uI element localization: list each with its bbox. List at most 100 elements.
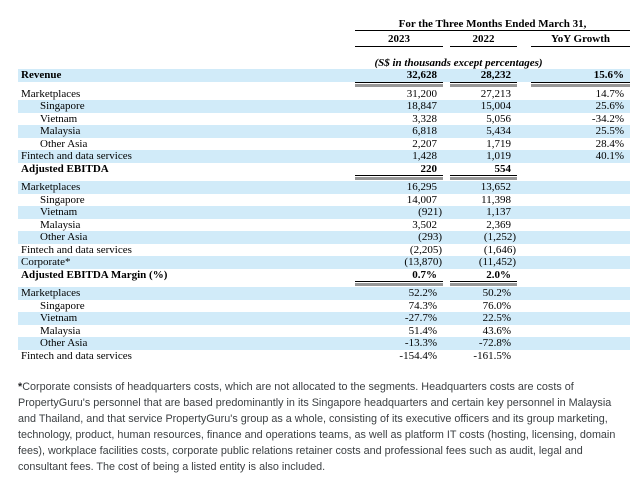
value-2022: 15,004 <box>443 100 517 113</box>
value-2022: (1,646) <box>483 243 516 256</box>
table-row: Other Asia 2,207 1,719 28.4% <box>18 138 630 151</box>
value-yoy: 14.7% <box>595 87 624 100</box>
double-underline <box>531 81 630 88</box>
value-2023: 220 <box>420 162 438 175</box>
row-label: Revenue <box>18 69 355 82</box>
value-2023: 1,428 <box>355 150 443 163</box>
accounting-rule-row <box>18 175 630 181</box>
row-label: Other Asia <box>18 337 355 350</box>
value-2023: -27.7% <box>355 312 443 325</box>
row-label: Malaysia <box>18 125 355 138</box>
empty-label-header <box>18 31 355 48</box>
value-yoy <box>517 219 630 232</box>
value-2022: 1,137 <box>443 206 517 219</box>
table-row: Other Asia (293) (1,252) <box>18 231 630 244</box>
table-row: Malaysia 6,818 5,434 25.5% <box>18 125 630 138</box>
value-2022: 28,232 <box>443 69 517 82</box>
value-2023: 74.3% <box>408 299 437 312</box>
table-row: Fintech and data services (2,205) (1,646) <box>18 244 630 257</box>
row-label: Adjusted EBITDA <box>21 162 109 175</box>
column-header-2022-label: 2022 <box>450 31 517 47</box>
row-label: Vietnam <box>18 206 355 219</box>
value-2022: 13,652 <box>443 181 517 194</box>
column-header-2023-label: 2023 <box>355 31 443 47</box>
column-header-2023: 2023 <box>355 31 443 47</box>
column-header-2022: 2022 <box>443 31 517 47</box>
column-header-yoy-growth: YoY Growth <box>517 31 630 47</box>
double-underline <box>450 175 517 181</box>
value-2023: (13,870) <box>355 256 443 269</box>
row-label: Fintech and data services <box>21 243 132 256</box>
value-yoy: -34.2% <box>591 112 624 125</box>
value-2022: 11,398 <box>481 193 511 206</box>
value-yoy <box>517 256 630 269</box>
units-note-row: (S$ in thousands except percentages) <box>18 47 630 69</box>
value-2022: 50.2% <box>443 287 517 300</box>
row-label: Other Asia <box>40 137 88 150</box>
period-header-row: For the Three Months Ended March 31, <box>18 14 630 31</box>
value-2023: 2,207 <box>412 137 437 150</box>
value-2022: -72.8% <box>443 337 517 350</box>
units-note: (S$ in thousands except percentages) <box>374 57 543 69</box>
value-yoy <box>517 244 630 257</box>
value-2022: 76.0% <box>482 299 511 312</box>
value-yoy <box>517 194 630 207</box>
value-yoy <box>517 337 630 350</box>
value-yoy: 15.6% <box>517 69 630 82</box>
table-row: Singapore 74.3% 76.0% <box>18 300 630 313</box>
value-2023: 52.2% <box>355 287 443 300</box>
value-2023: -13.3% <box>355 337 443 350</box>
accounting-rule-row <box>18 281 630 287</box>
row-label: Marketplaces <box>21 87 81 100</box>
table-row: Malaysia 3,502 2,369 <box>18 219 630 232</box>
table-row: Adjusted EBITDA 220 554 <box>18 163 630 176</box>
units-note-cell: (S$ in thousands except percentages) <box>355 47 630 69</box>
double-underline <box>355 175 443 181</box>
table-body: Revenue 32,628 28,232 15.6% Marketplaces 31,2… <box>18 69 630 362</box>
value-yoy: 25.6% <box>517 100 630 113</box>
row-label: Malaysia <box>40 324 81 337</box>
value-yoy <box>517 287 630 300</box>
column-header-yoy-label: YoY Growth <box>531 31 630 47</box>
rule-row-spacer <box>18 81 355 88</box>
table-row: Vietnam 3,328 5,056 -34.2% <box>18 113 630 126</box>
segment-results-table: For the Three Months Ended March 31, 202… <box>18 14 630 362</box>
table-row: Marketplaces 16,295 13,652 <box>18 181 630 194</box>
rule-cell <box>355 81 443 88</box>
value-2023: 0.7% <box>412 268 437 281</box>
value-2023: -154.4% <box>399 349 437 362</box>
rule-row-spacer <box>18 175 355 181</box>
table-row: Singapore 14,007 11,398 <box>18 194 630 207</box>
value-2022: 43.6% <box>482 324 511 337</box>
value-2022: 1,719 <box>486 137 511 150</box>
row-label: Marketplaces <box>18 181 355 194</box>
value-2023: (2,205) <box>409 243 442 256</box>
value-yoy <box>517 163 630 176</box>
rule-cell <box>517 175 630 181</box>
empty-units-cell <box>18 47 355 69</box>
value-yoy: 40.1% <box>517 150 630 163</box>
double-underline <box>355 281 443 287</box>
table-row: Vietnam -27.7% 22.5% <box>18 312 630 325</box>
column-header-row: 2023 2022 YoY Growth <box>18 31 630 48</box>
table-row: Malaysia 51.4% 43.6% <box>18 325 630 338</box>
value-2023: 51.4% <box>408 324 437 337</box>
double-underline <box>355 81 443 88</box>
value-yoy <box>517 231 630 244</box>
row-label: Singapore <box>40 193 85 206</box>
value-2023: 3,502 <box>412 218 437 231</box>
row-label: Singapore <box>40 299 85 312</box>
row-label: Adjusted EBITDA Margin (%) <box>21 268 168 281</box>
value-2023: 14,007 <box>406 193 437 206</box>
row-label: Corporate* <box>18 256 355 269</box>
value-2022: 22.5% <box>443 312 517 325</box>
rule-cell <box>355 175 443 181</box>
rule-cell <box>517 281 630 287</box>
row-label: Other Asia <box>18 231 355 244</box>
value-yoy <box>517 181 630 194</box>
value-2022: 2.0% <box>486 268 511 281</box>
value-2023: 16,295 <box>355 181 443 194</box>
value-yoy: 25.5% <box>517 125 630 138</box>
value-yoy: 28.4% <box>595 137 624 150</box>
